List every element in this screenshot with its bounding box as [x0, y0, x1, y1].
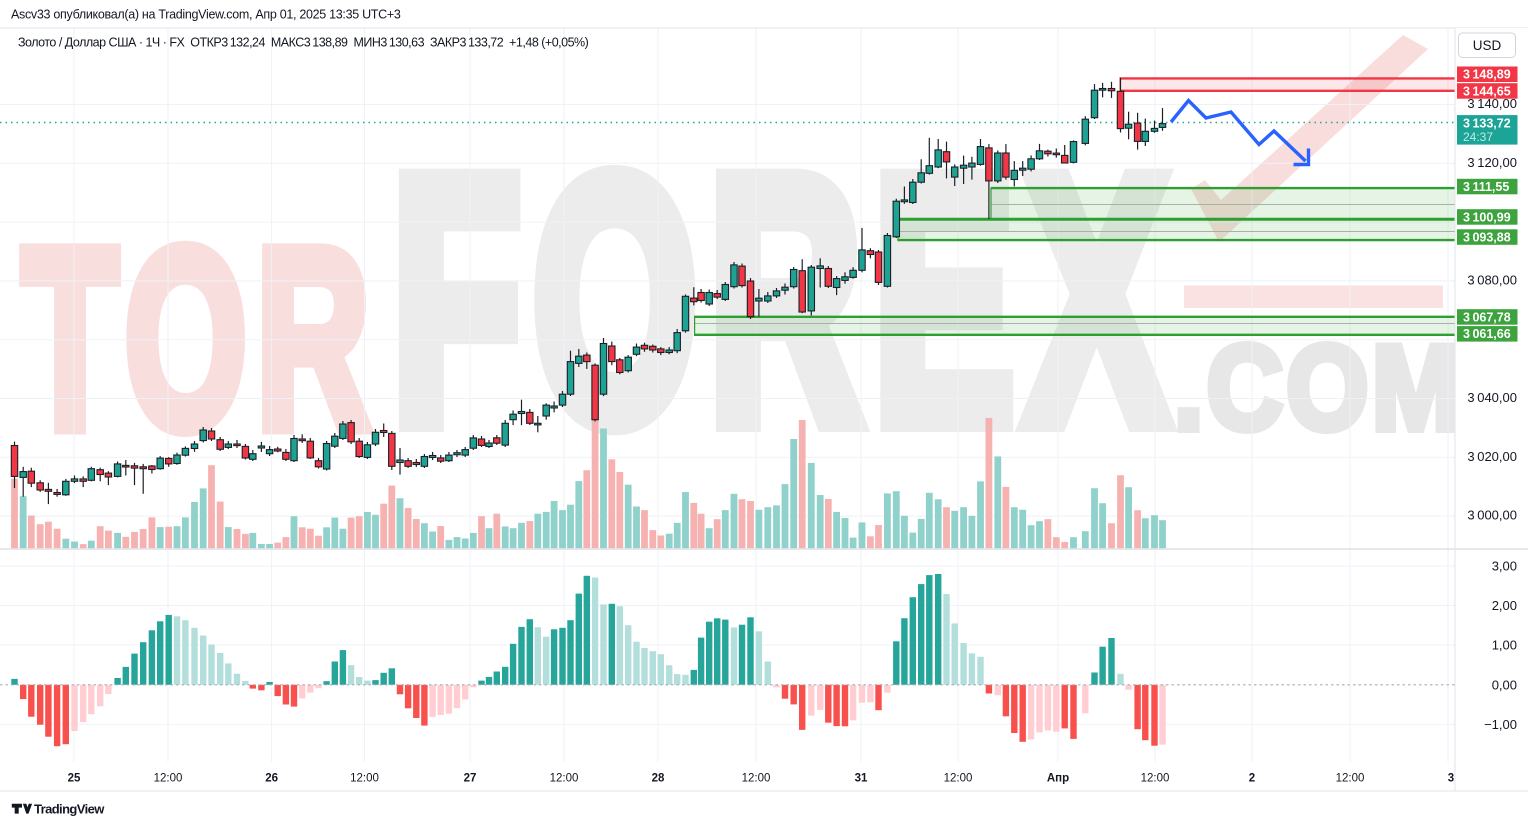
- svg-text:3: 3: [1448, 773, 1454, 785]
- svg-text:31: 31: [855, 773, 868, 785]
- svg-text:3,00: 3,00: [1492, 559, 1517, 574]
- svg-text:USD: USD: [1473, 38, 1502, 53]
- svg-text:28: 28: [652, 773, 665, 785]
- svg-text:12:00: 12:00: [944, 773, 973, 785]
- svg-text:3 133,72: 3 133,72: [1463, 116, 1511, 130]
- svg-text:3 000,00: 3 000,00: [1467, 508, 1517, 523]
- svg-text:Апр: Апр: [1047, 773, 1069, 785]
- svg-text:2,00: 2,00: [1492, 598, 1517, 613]
- svg-text:12:00: 12:00: [154, 773, 183, 785]
- svg-text:.COM: .COM: [1174, 321, 1463, 455]
- svg-text:12:00: 12:00: [550, 773, 579, 785]
- svg-text:12:00: 12:00: [350, 773, 379, 785]
- svg-text:3 100,99: 3 100,99: [1463, 210, 1511, 224]
- svg-text:Золото / Доллар США · 1Ч · FX: Золото / Доллар США · 1Ч · FX ОТКР3 132,…: [18, 36, 589, 50]
- svg-text:12:00: 12:00: [742, 773, 771, 785]
- svg-text:FOREX: FOREX: [392, 106, 1179, 494]
- svg-text:24:37: 24:37: [1463, 130, 1493, 144]
- svg-text:1,00: 1,00: [1492, 638, 1517, 653]
- svg-text:3 093,88: 3 093,88: [1463, 231, 1511, 245]
- svg-text:3 040,00: 3 040,00: [1467, 390, 1517, 405]
- svg-text:3 148,89: 3 148,89: [1463, 68, 1511, 82]
- svg-text:3 144,65: 3 144,65: [1463, 84, 1511, 98]
- svg-text:12:00: 12:00: [1336, 773, 1365, 785]
- svg-text:3 020,00: 3 020,00: [1467, 449, 1517, 464]
- svg-text:12:00: 12:00: [1141, 773, 1170, 785]
- svg-text:27: 27: [464, 773, 477, 785]
- svg-text:−1,00: −1,00: [1484, 717, 1517, 732]
- svg-text:3 111,55: 3 111,55: [1463, 180, 1509, 194]
- svg-text:26: 26: [265, 773, 278, 785]
- svg-text:3 067,78: 3 067,78: [1463, 310, 1511, 324]
- svg-text:3 061,66: 3 061,66: [1463, 327, 1511, 341]
- svg-text:TradingView: TradingView: [34, 801, 105, 816]
- svg-text:Ascv33 опубликовал(а) на Tradi: Ascv33 опубликовал(а) на TradingView.com…: [11, 8, 401, 22]
- svg-text:0,00: 0,00: [1492, 677, 1517, 692]
- svg-text:3 080,00: 3 080,00: [1467, 273, 1517, 288]
- svg-text:3 120,00: 3 120,00: [1467, 155, 1517, 170]
- svg-text:25: 25: [68, 773, 81, 785]
- svg-text:2: 2: [1249, 773, 1255, 785]
- svg-text:3 140,00: 3 140,00: [1467, 96, 1517, 111]
